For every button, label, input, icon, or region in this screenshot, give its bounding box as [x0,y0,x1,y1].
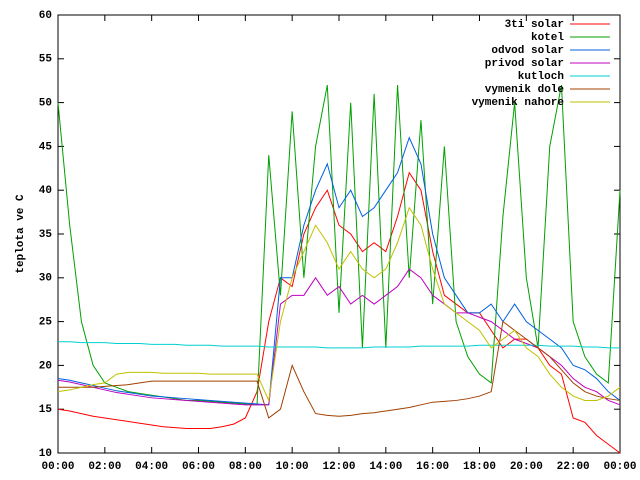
x-tick-label: 20:00 [510,461,543,473]
y-tick-label: 30 [39,273,52,285]
x-tick-label: 04:00 [135,461,168,473]
x-tick-label: 06:00 [182,461,215,473]
y-tick-label: 10 [39,448,52,460]
y-tick-label: 60 [39,10,52,22]
legend-label: kotel [531,32,564,44]
x-tick-label: 00:00 [41,461,74,473]
x-tick-label: 02:00 [88,461,121,473]
legend-label: vymenik nahore [472,97,565,109]
legend-label: 3ti solar [505,19,564,31]
x-tick-label: 08:00 [229,461,262,473]
series-line [57,268,621,406]
y-tick-label: 40 [39,185,52,197]
legend-label: privod solar [485,58,564,70]
x-tick-label: 18:00 [463,461,496,473]
series-line [58,341,620,349]
y-tick-label: 20 [39,360,52,372]
legend-label: odvod solar [491,45,564,57]
legend-label: kutloch [518,71,564,83]
y-tick-label: 45 [39,141,53,153]
y-tick-label: 25 [39,317,53,329]
series-line [57,206,621,403]
x-tick-label: 00:00 [603,461,636,473]
x-tick-label: 12:00 [322,461,355,473]
y-tick-label: 50 [39,98,52,110]
x-tick-label: 14:00 [369,461,402,473]
legend-label: vymenik dole [485,84,565,96]
series-line [57,136,621,406]
x-tick-label: 16:00 [416,461,449,473]
series-line [58,320,621,419]
y-tick-label: 55 [39,54,53,66]
series-line [57,84,621,406]
y-tick-label: 35 [39,229,53,241]
y-axis-label: teplota ve C [15,194,27,274]
y-tick-label: 15 [39,404,53,416]
x-tick-label: 10:00 [276,461,309,473]
x-tick-label: 22:00 [557,461,590,473]
